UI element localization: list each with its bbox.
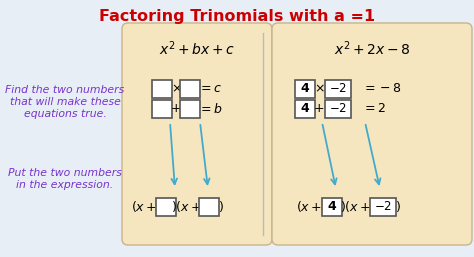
Text: $\times$: $\times$ [171, 82, 182, 96]
Text: $)(x+$: $)(x+$ [171, 199, 201, 215]
Text: $)$: $)$ [218, 199, 224, 215]
FancyBboxPatch shape [295, 100, 315, 118]
Text: 4: 4 [301, 103, 310, 115]
Text: Put the two numbers
in the expression.: Put the two numbers in the expression. [8, 168, 122, 190]
FancyBboxPatch shape [370, 198, 396, 216]
FancyBboxPatch shape [295, 80, 315, 98]
Text: $=2$: $=2$ [362, 103, 386, 115]
FancyBboxPatch shape [156, 198, 176, 216]
Text: $-2$: $-2$ [329, 82, 347, 96]
Text: $)$: $)$ [395, 199, 401, 215]
Text: $= c$: $= c$ [198, 82, 222, 96]
Text: 4: 4 [301, 82, 310, 96]
Text: $(x+$: $(x+$ [296, 199, 322, 215]
FancyBboxPatch shape [272, 23, 472, 245]
Text: $-2$: $-2$ [374, 200, 392, 214]
FancyBboxPatch shape [199, 198, 219, 216]
Text: Find the two numbers
that will make these
equations true.: Find the two numbers that will make thes… [5, 85, 125, 118]
Text: $-2$: $-2$ [329, 103, 347, 115]
FancyBboxPatch shape [152, 80, 172, 98]
FancyBboxPatch shape [180, 80, 200, 98]
Text: $x^2+2x-8$: $x^2+2x-8$ [334, 40, 410, 58]
FancyBboxPatch shape [325, 100, 351, 118]
Text: $(x+$: $(x+$ [131, 199, 157, 215]
Text: $\times$: $\times$ [314, 82, 324, 96]
FancyBboxPatch shape [152, 100, 172, 118]
FancyBboxPatch shape [122, 23, 272, 245]
Text: $+$: $+$ [313, 103, 325, 115]
FancyBboxPatch shape [180, 100, 200, 118]
Text: $=-8$: $=-8$ [362, 82, 402, 96]
FancyBboxPatch shape [325, 80, 351, 98]
Text: Factoring Trinomials with a =1: Factoring Trinomials with a =1 [99, 8, 375, 23]
Text: $)(x+$: $)(x+$ [339, 199, 370, 215]
Text: 4: 4 [328, 200, 337, 214]
Text: $+$: $+$ [170, 103, 182, 115]
Text: $= b$: $= b$ [198, 102, 222, 116]
FancyBboxPatch shape [322, 198, 342, 216]
Text: $x^2+bx+c$: $x^2+bx+c$ [159, 40, 235, 58]
